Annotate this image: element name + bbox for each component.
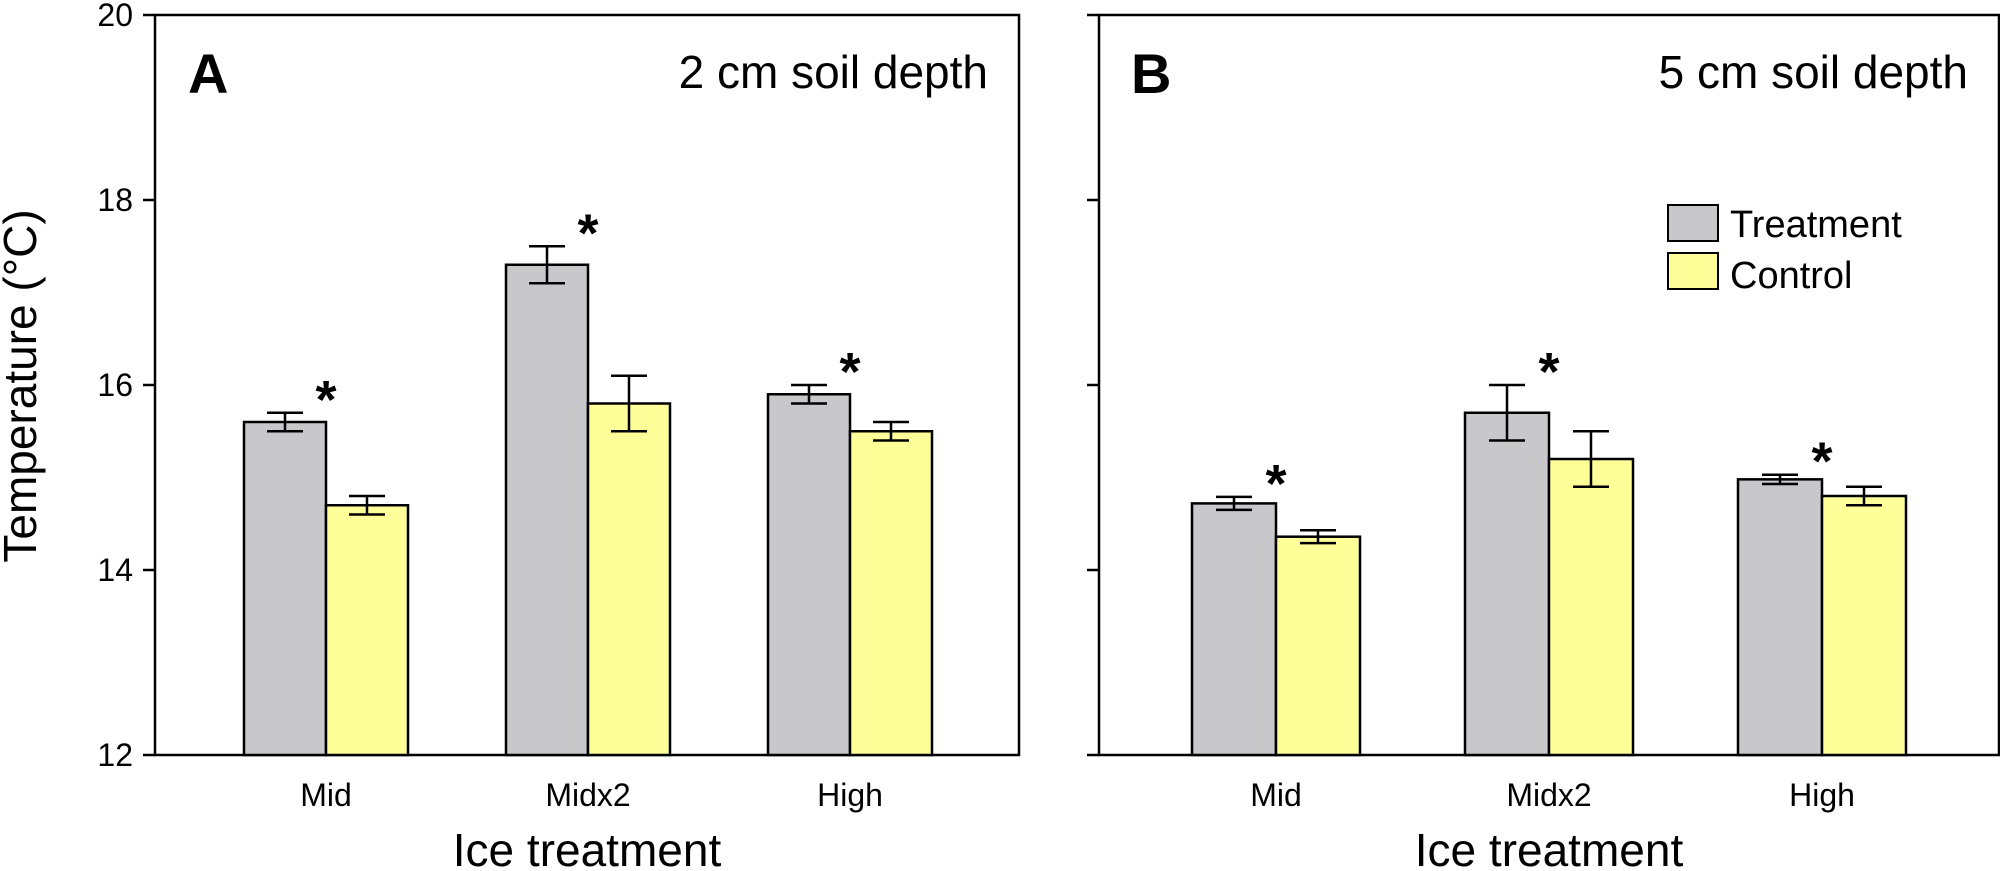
panel-letter-b: B (1131, 42, 1171, 105)
legend-label-treatment: Treatment (1730, 204, 1902, 246)
bar-treatment (1736, 478, 1824, 757)
bar-control (324, 504, 410, 757)
bars-a: * * * (242, 203, 934, 757)
panel-title-a: 2 cm soil depth (679, 46, 988, 98)
x-tick-label: High (1789, 777, 1855, 813)
bar-treatment (242, 420, 328, 757)
y-ticks-b (1087, 13, 1099, 757)
x-axis-title-b: Ice treatment (1415, 824, 1684, 871)
significance-star: * (577, 203, 598, 263)
y-tick-label: 14 (97, 552, 133, 588)
y-axis-title: Temperature (°C) (0, 209, 46, 562)
bar-control (1820, 494, 1908, 757)
legend: Treatment Control (1667, 204, 1902, 297)
x-ticks-b: Mid Midx2 High (1250, 777, 1855, 813)
x-ticks-a: Mid Midx2 High (300, 777, 883, 813)
y-tick-label: 20 (97, 0, 133, 33)
y-tick-label: 18 (97, 182, 133, 218)
legend-swatch-treatment (1667, 204, 1719, 242)
x-tick-label: High (817, 777, 883, 813)
bar-treatment (766, 393, 852, 757)
legend-swatch-control (1667, 252, 1719, 290)
panel-letter-a: A (188, 42, 228, 105)
y-tick-label: 12 (97, 737, 133, 773)
significance-star: * (839, 342, 860, 402)
significance-star: * (1811, 432, 1832, 492)
significance-star: * (315, 370, 336, 430)
x-axis-title-a: Ice treatment (453, 824, 722, 871)
bars-b: * * * (1190, 342, 1908, 757)
legend-label-control: Control (1730, 255, 1853, 297)
y-tick-label: 16 (97, 367, 133, 403)
significance-star: * (1265, 454, 1286, 514)
bar-treatment (1463, 411, 1551, 757)
panel-a: * * * 12 14 16 18 20 Mid Midx2 High A 2 cm soil … (97, 0, 1021, 871)
x-tick-label: Midx2 (545, 777, 630, 813)
bar-control (1274, 535, 1362, 757)
x-tick-label: Midx2 (1506, 777, 1591, 813)
bar-control (1547, 457, 1635, 757)
bar-control (848, 430, 934, 757)
bar-treatment (1190, 502, 1278, 757)
panel-b: * * * Mid Midx2 High B 5 cm soil depth Ice t… (1087, 13, 2000, 871)
bar-treatment (504, 263, 590, 757)
bar-control (586, 402, 672, 757)
x-tick-label: Mid (300, 777, 352, 813)
significance-star: * (1538, 342, 1559, 402)
x-tick-label: Mid (1250, 777, 1302, 813)
panel-title-b: 5 cm soil depth (1659, 46, 1968, 98)
y-ticks-a: 12 14 16 18 20 (97, 0, 155, 773)
